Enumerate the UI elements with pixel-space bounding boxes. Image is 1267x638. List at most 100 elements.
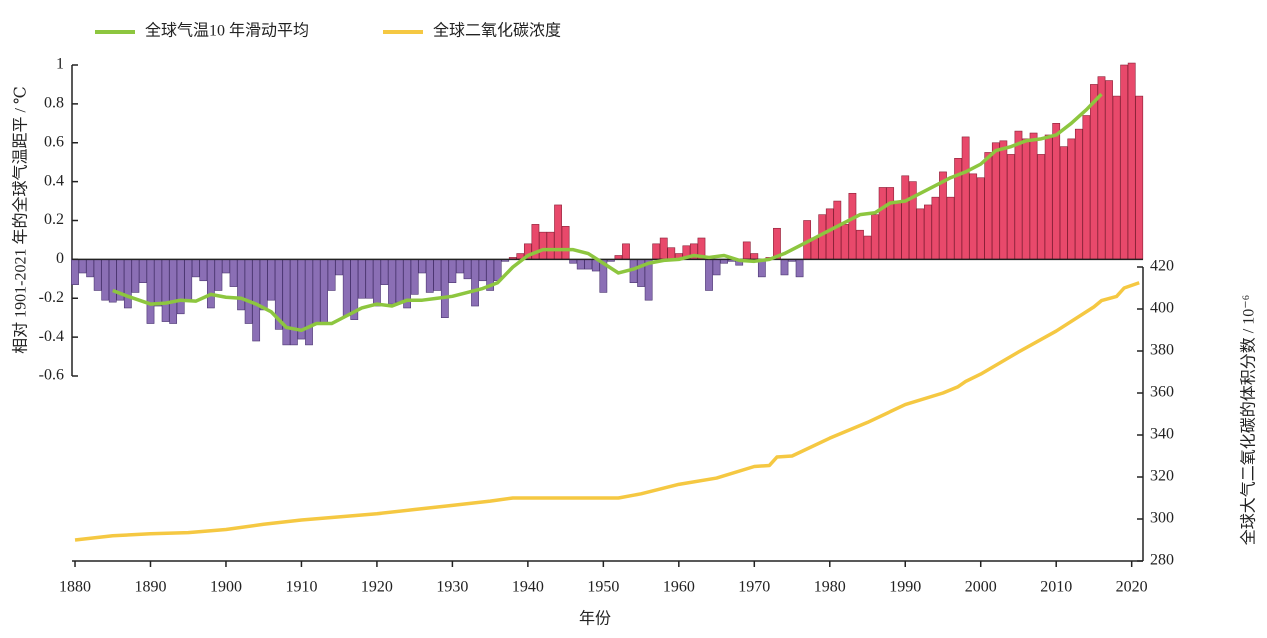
bar bbox=[335, 259, 344, 276]
bar bbox=[425, 259, 434, 293]
bar bbox=[1059, 146, 1068, 260]
bar bbox=[856, 229, 864, 260]
bar bbox=[1090, 84, 1098, 260]
legend-label: 全球二氧化碳浓度 bbox=[433, 22, 561, 40]
bar bbox=[1120, 64, 1129, 260]
bar bbox=[267, 259, 276, 301]
bar bbox=[780, 259, 789, 276]
y2-tick-label: 360 bbox=[1150, 384, 1174, 401]
bar bbox=[365, 259, 374, 299]
bar bbox=[463, 259, 472, 280]
y-tick-label: -0.4 bbox=[39, 328, 64, 345]
x-tick-label: 1900 bbox=[210, 579, 242, 596]
bar bbox=[176, 259, 185, 315]
bar bbox=[916, 208, 925, 260]
bar bbox=[456, 259, 464, 274]
bar bbox=[1112, 95, 1121, 260]
y2-axis-label: 全球大气二氧化碳的体积分数 / 10⁻⁶ bbox=[1240, 295, 1258, 545]
bar bbox=[742, 241, 751, 260]
bar bbox=[131, 259, 140, 293]
x-tick-label: 1970 bbox=[738, 579, 770, 596]
bar bbox=[931, 196, 940, 260]
bar bbox=[576, 259, 585, 270]
bar bbox=[833, 200, 842, 260]
bar bbox=[342, 259, 351, 317]
bar bbox=[1097, 76, 1106, 260]
x-tick-label: 1880 bbox=[59, 579, 91, 596]
bar bbox=[659, 237, 668, 260]
bar bbox=[939, 171, 947, 260]
bar bbox=[1037, 154, 1045, 260]
x-tick-label: 1930 bbox=[436, 579, 468, 596]
x-tick-label: 1920 bbox=[361, 579, 393, 596]
bar bbox=[840, 224, 849, 260]
bar bbox=[999, 140, 1008, 260]
bar bbox=[108, 259, 117, 303]
x-tick-label: 1950 bbox=[587, 579, 619, 596]
y2-tick-label: 320 bbox=[1150, 468, 1174, 485]
x-axis-label: 年份 bbox=[579, 610, 611, 628]
bar bbox=[169, 259, 178, 324]
y-tick-label: 0.8 bbox=[44, 95, 64, 112]
bar bbox=[244, 259, 253, 324]
bar bbox=[584, 259, 593, 270]
y-tick-label: -0.6 bbox=[39, 367, 64, 384]
bar bbox=[1082, 115, 1091, 260]
bar bbox=[878, 187, 887, 260]
x-tick-label: 1980 bbox=[814, 579, 846, 596]
bar bbox=[652, 243, 661, 260]
bar bbox=[206, 259, 215, 309]
y-tick-label: 0.2 bbox=[44, 211, 64, 228]
x-tick-label: 2010 bbox=[1040, 579, 1072, 596]
bar bbox=[976, 177, 985, 260]
bar bbox=[290, 259, 298, 346]
bar bbox=[93, 259, 102, 291]
bar bbox=[1007, 154, 1015, 260]
bar bbox=[893, 200, 902, 260]
bar bbox=[1074, 128, 1083, 260]
bar bbox=[924, 204, 932, 260]
y2-tick-label: 280 bbox=[1150, 552, 1174, 569]
legend-label: 全球气温10 年滑动平均 bbox=[145, 22, 309, 40]
bar bbox=[222, 259, 230, 274]
bar bbox=[1105, 80, 1113, 260]
x-tick-label: 2020 bbox=[1116, 579, 1148, 596]
y-tick-label: -0.2 bbox=[39, 289, 64, 306]
bar bbox=[101, 259, 110, 301]
y-tick-label: 0 bbox=[56, 250, 64, 267]
y-axis-label: 相对 1901-2021 年的全球气温距平 / ℃ bbox=[12, 86, 30, 354]
bar bbox=[320, 259, 328, 324]
bar bbox=[161, 259, 170, 322]
bar bbox=[146, 259, 155, 324]
bar bbox=[199, 259, 208, 282]
bar bbox=[71, 259, 79, 285]
y2-tick-label: 300 bbox=[1150, 510, 1174, 527]
x-tick-label: 1960 bbox=[663, 579, 695, 596]
bar bbox=[901, 175, 910, 260]
bar bbox=[825, 208, 834, 260]
bar bbox=[886, 187, 895, 260]
bar bbox=[969, 173, 978, 260]
bar bbox=[252, 259, 261, 342]
bar bbox=[1044, 134, 1053, 260]
bar bbox=[373, 259, 381, 307]
bar bbox=[795, 259, 804, 278]
bar bbox=[395, 259, 404, 303]
bar bbox=[546, 231, 555, 260]
bar bbox=[229, 259, 238, 287]
bar bbox=[750, 253, 759, 260]
line bbox=[74, 281, 1140, 542]
bar bbox=[848, 192, 857, 260]
bar bbox=[1022, 138, 1030, 260]
bar bbox=[86, 259, 94, 278]
bar bbox=[259, 259, 268, 311]
bar bbox=[705, 259, 713, 291]
bar bbox=[1127, 62, 1136, 260]
bar bbox=[1067, 138, 1076, 260]
bar bbox=[312, 259, 321, 324]
bar bbox=[327, 259, 336, 291]
bar bbox=[1052, 123, 1061, 260]
bar bbox=[561, 226, 570, 260]
bar bbox=[712, 259, 721, 276]
